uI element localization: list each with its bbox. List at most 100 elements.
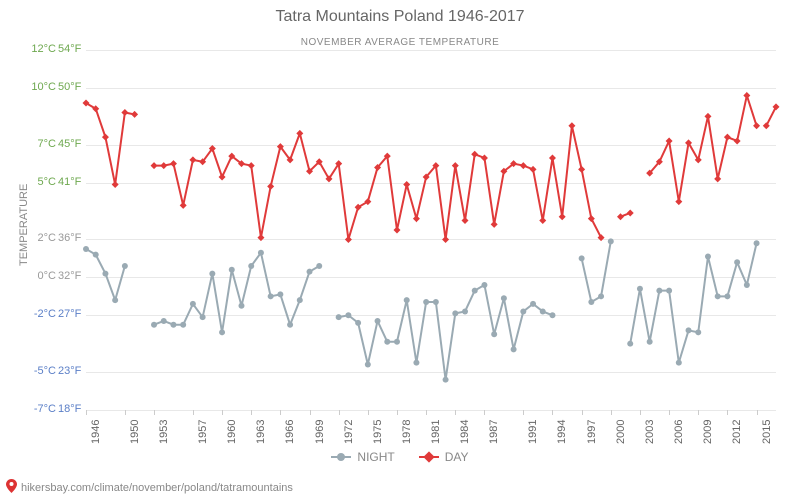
day-marker: [588, 215, 595, 222]
x-tick-mark: [669, 410, 670, 415]
x-tick: 2009: [702, 420, 714, 444]
legend: NIGHT DAY: [0, 450, 800, 464]
y-tick-fahrenheit: 18°F: [58, 403, 84, 415]
day-marker: [481, 155, 488, 162]
day-marker: [257, 234, 264, 241]
day-marker: [160, 162, 167, 169]
day-marker: [121, 109, 128, 116]
x-tick: 1950: [129, 420, 141, 444]
x-tick: 2003: [644, 420, 656, 444]
day-line: [86, 103, 135, 184]
day-marker: [704, 113, 711, 120]
x-tick: 1975: [372, 420, 384, 444]
x-tick: 1963: [255, 420, 267, 444]
day-marker: [151, 162, 158, 169]
x-tick-mark: [426, 410, 427, 415]
x-tick-mark: [310, 410, 311, 415]
x-tick: 1978: [401, 420, 413, 444]
chart-subtitle: NOVEMBER AVERAGE TEMPERATURE: [0, 32, 800, 50]
x-tick: 1972: [343, 420, 355, 444]
x-tick-mark: [86, 410, 87, 415]
chart-title-text: Tatra Mountains Poland 1946-2017: [275, 8, 524, 25]
y-tick-celsius: 5°C: [28, 176, 56, 188]
x-tick: 1984: [459, 420, 471, 444]
day-marker: [452, 162, 459, 169]
attribution-text: hikersbay.com/climate/november/poland/ta…: [21, 482, 293, 494]
y-tick-celsius: 2°C: [28, 232, 56, 244]
x-tick-mark: [251, 410, 252, 415]
day-marker: [675, 198, 682, 205]
day-marker: [180, 202, 187, 209]
day-marker: [248, 162, 255, 169]
chart-title: Tatra Mountains Poland 1946-2017: [0, 8, 800, 26]
x-tick-mark: [640, 410, 641, 415]
legend-item-night: NIGHT: [331, 450, 394, 464]
x-tick-mark: [397, 410, 398, 415]
day-marker: [491, 221, 498, 228]
y-tick-celsius: 10°C: [28, 81, 56, 93]
x-tick-mark: [193, 410, 194, 415]
day-marker: [724, 134, 731, 141]
plot-area: -7°C18°F-5°C23°F-2°C27°F0°C32°F2°C36°F5°…: [86, 50, 776, 410]
day-marker: [219, 173, 226, 180]
day-marker: [189, 156, 196, 163]
chart-container: Tatra Mountains Poland 1946-2017 NOVEMBE…: [0, 0, 800, 500]
legend-swatch-night: [331, 456, 351, 458]
y-tick-celsius: 0°C: [28, 270, 56, 282]
x-tick: 2000: [615, 420, 627, 444]
x-tick-mark: [484, 410, 485, 415]
x-tick: 1994: [556, 420, 568, 444]
y-axis-label-text: TEMPERATURE: [18, 184, 30, 266]
y-tick-celsius: 12°C: [28, 43, 56, 55]
legend-item-day: DAY: [419, 450, 469, 464]
x-tick: 1991: [527, 420, 539, 444]
day-marker: [403, 181, 410, 188]
x-tick: 2012: [731, 420, 743, 444]
x-tick: 1957: [197, 420, 209, 444]
x-tick-mark: [552, 410, 553, 415]
grid-line: [86, 410, 776, 411]
day-marker: [627, 209, 634, 216]
day-line: [650, 95, 757, 201]
day-marker: [102, 134, 109, 141]
day-marker: [714, 175, 721, 182]
day-line: [154, 126, 601, 240]
day-legend-marker-icon: [423, 451, 434, 462]
day-line: [766, 107, 776, 126]
x-tick-mark: [455, 410, 456, 415]
day-marker: [345, 236, 352, 243]
x-tick-mark: [757, 410, 758, 415]
y-tick-celsius: 7°C: [28, 138, 56, 150]
day-series: [86, 50, 776, 410]
night-legend-marker-icon: [337, 453, 345, 461]
day-marker: [442, 236, 449, 243]
day-marker: [578, 166, 585, 173]
x-tick-mark: [727, 410, 728, 415]
y-tick-celsius: -2°C: [28, 308, 56, 320]
x-tick-mark: [154, 410, 155, 415]
legend-label-day: DAY: [445, 450, 469, 464]
day-marker: [568, 122, 575, 129]
x-tick-mark: [368, 410, 369, 415]
day-marker: [296, 130, 303, 137]
day-marker: [112, 181, 119, 188]
day-marker: [413, 215, 420, 222]
day-marker: [170, 160, 177, 167]
x-tick-mark: [698, 410, 699, 415]
day-marker: [462, 217, 469, 224]
legend-swatch-day: [419, 456, 439, 458]
y-tick-fahrenheit: 27°F: [58, 308, 84, 320]
day-marker: [666, 137, 673, 144]
x-tick: 1981: [430, 420, 442, 444]
y-tick-fahrenheit: 32°F: [58, 270, 84, 282]
y-tick-fahrenheit: 45°F: [58, 138, 84, 150]
pin-icon: [6, 479, 17, 496]
x-tick: 1987: [488, 420, 500, 444]
day-marker: [471, 151, 478, 158]
day-marker: [734, 137, 741, 144]
day-marker: [267, 183, 274, 190]
y-tick-celsius: -7°C: [28, 403, 56, 415]
day-marker: [393, 227, 400, 234]
x-tick: 1946: [90, 420, 102, 444]
legend-label-night: NIGHT: [357, 450, 394, 464]
